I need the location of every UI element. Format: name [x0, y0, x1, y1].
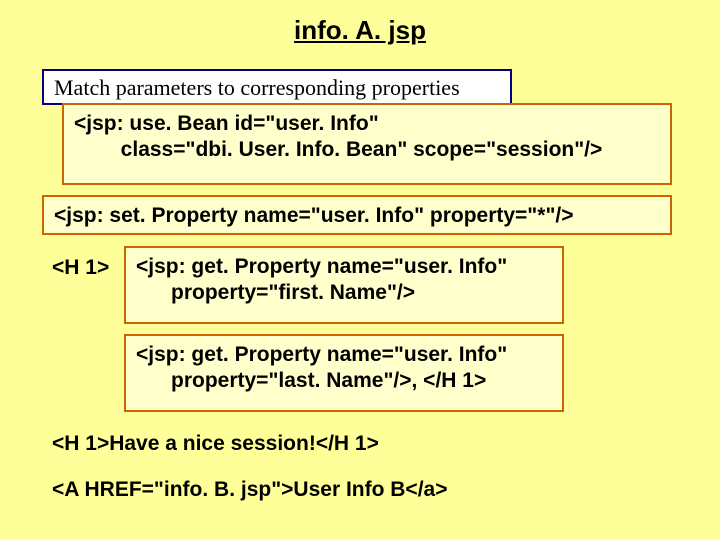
h1-prefix-text: <H 1>: [52, 256, 109, 280]
code-line: property="first. Name"/>: [136, 280, 552, 306]
anchor-href-text: <A HREF="info. B. jsp">User Info B</a>: [52, 478, 447, 502]
callout-box: Match parameters to corresponding proper…: [42, 69, 512, 105]
code-line: <jsp: get. Property name="user. Info": [136, 254, 552, 280]
code-line: <jsp: use. Bean id="user. Info": [74, 111, 660, 137]
code-box-getproperty-first: <jsp: get. Property name="user. Info" pr…: [124, 246, 564, 324]
slide: info. A. jsp Match parameters to corresp…: [0, 0, 720, 540]
code-line: <jsp: get. Property name="user. Info": [136, 342, 552, 368]
code-box-setproperty: <jsp: set. Property name="user. Info" pr…: [42, 195, 672, 235]
have-nice-session-text: <H 1>Have a nice session!</H 1>: [52, 432, 379, 456]
code-line: property="last. Name"/>, </H 1>: [136, 368, 552, 394]
code-box-getproperty-last: <jsp: get. Property name="user. Info" pr…: [124, 334, 564, 412]
slide-title: info. A. jsp: [0, 15, 720, 46]
code-box-usebean: <jsp: use. Bean id="user. Info" class="d…: [62, 103, 672, 185]
code-line: <jsp: set. Property name="user. Info" pr…: [54, 203, 660, 229]
code-line: class="dbi. User. Info. Bean" scope="ses…: [74, 137, 660, 163]
